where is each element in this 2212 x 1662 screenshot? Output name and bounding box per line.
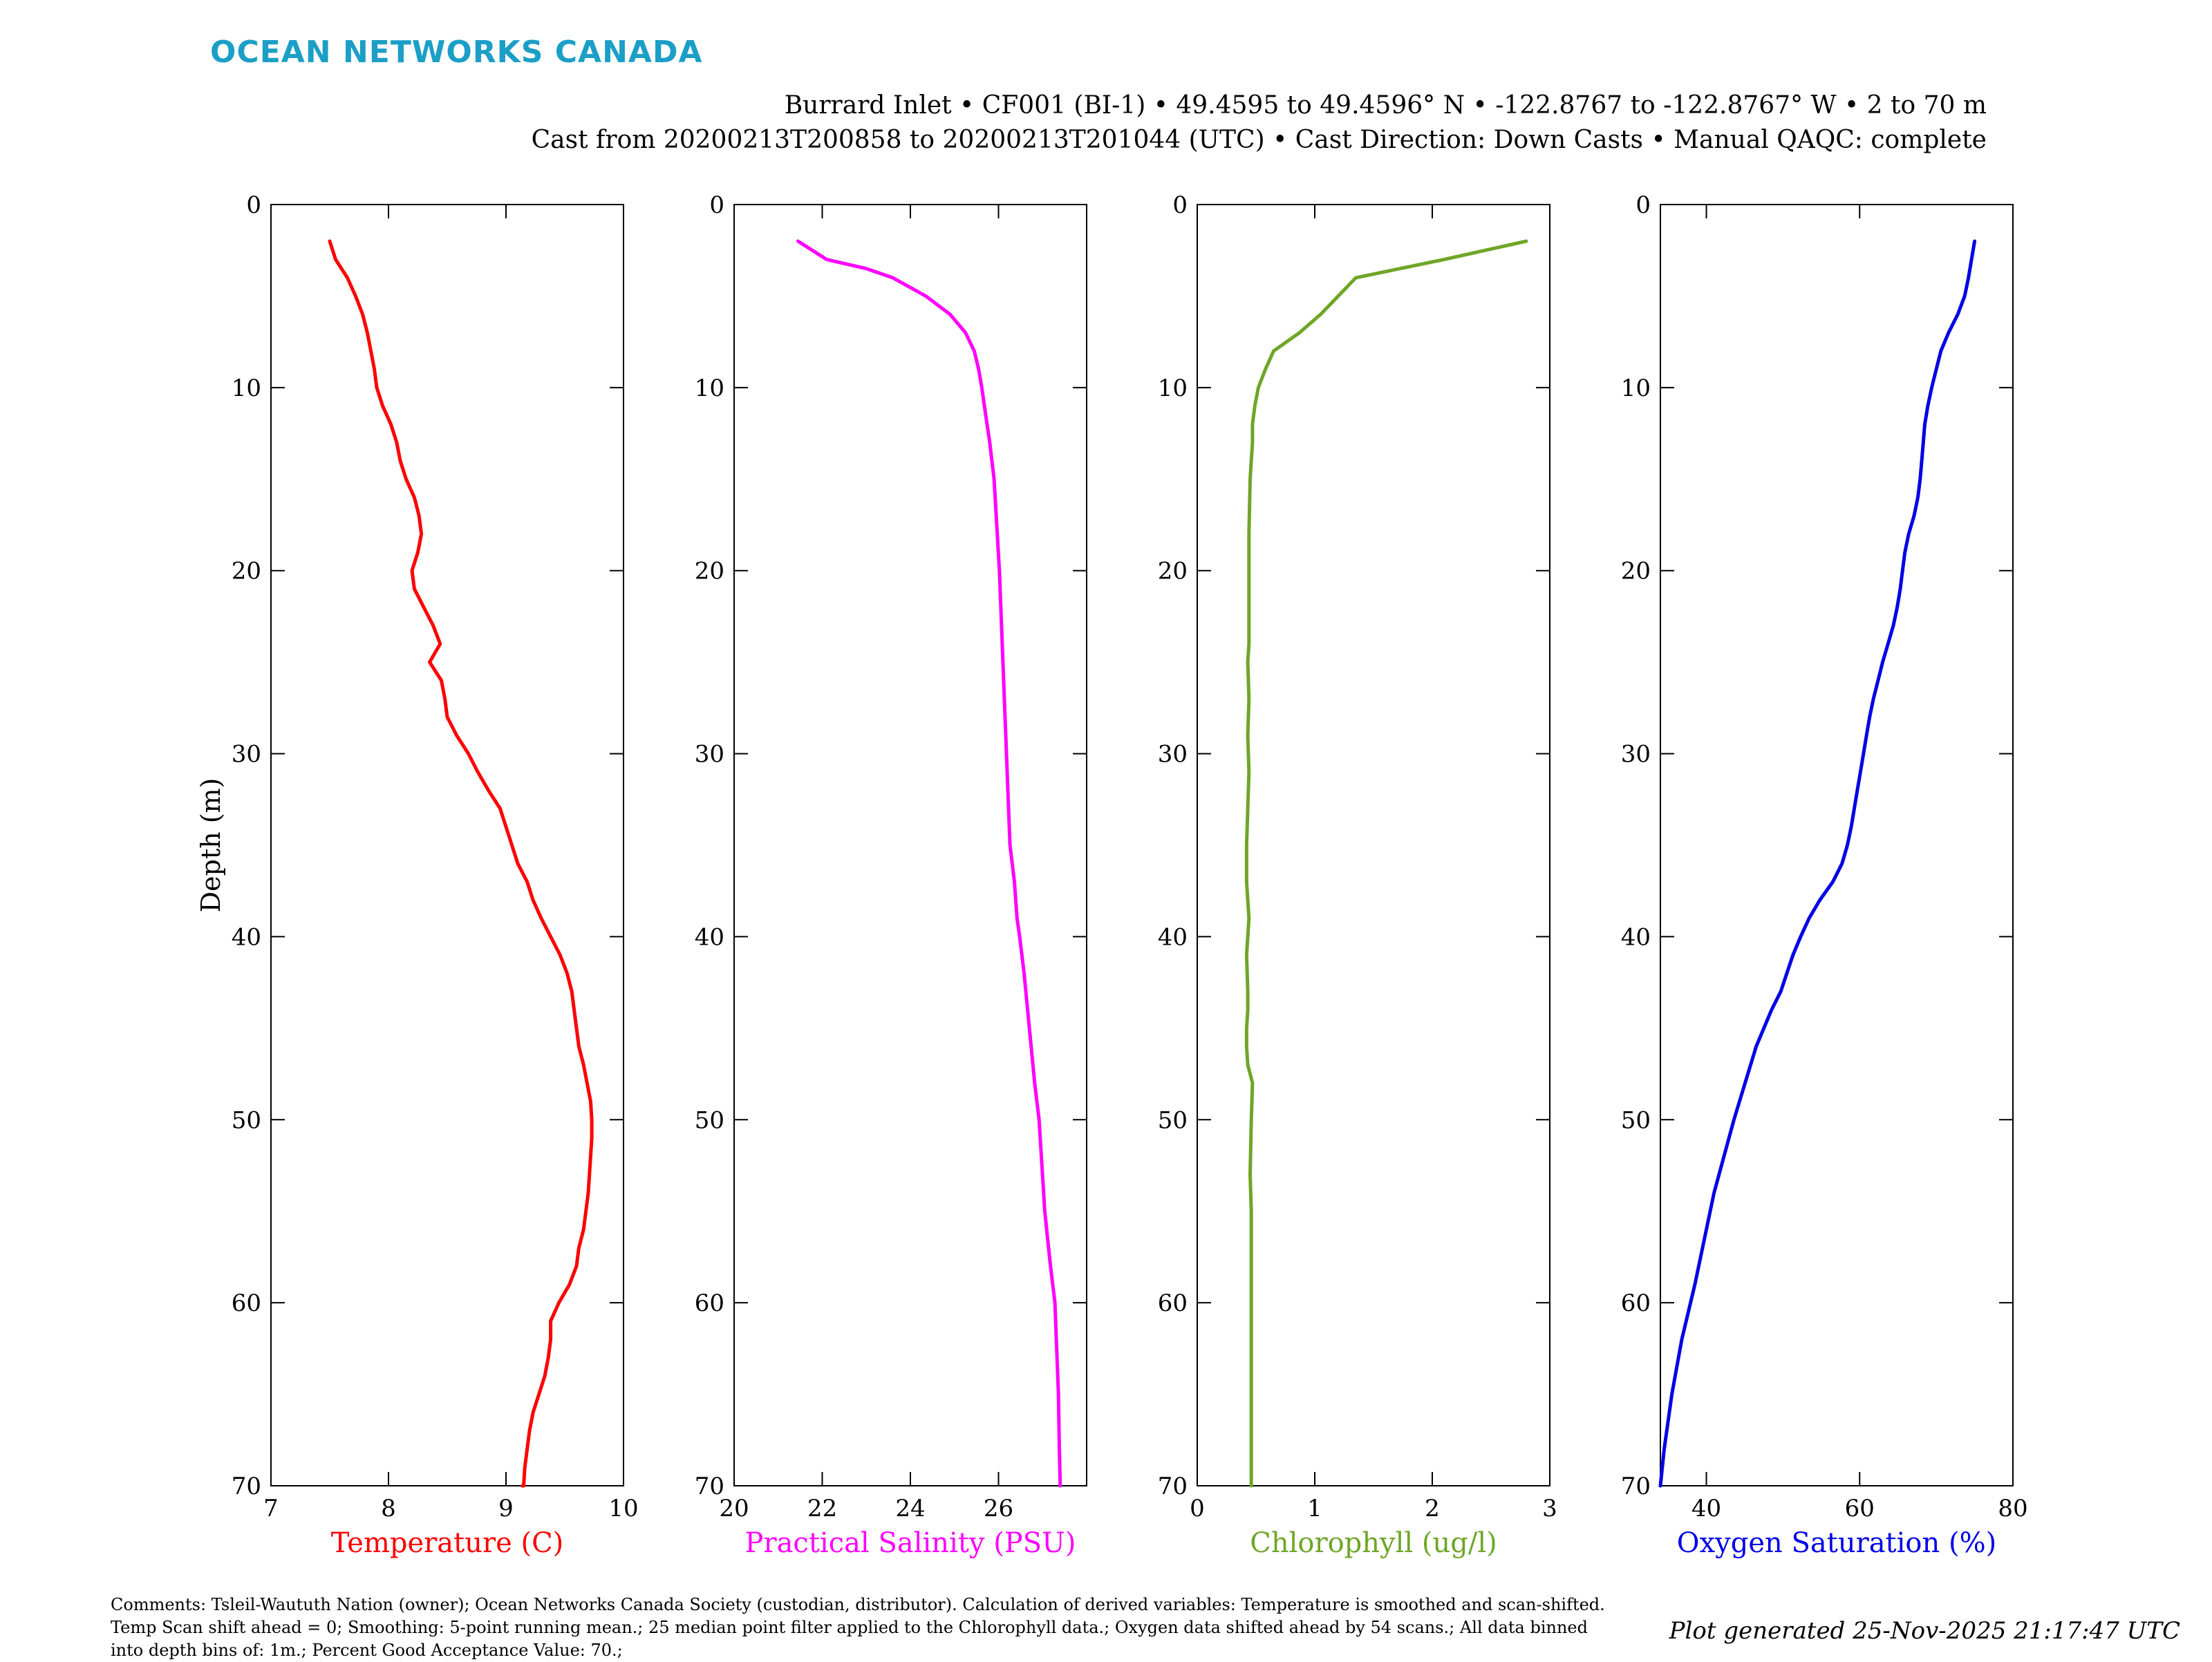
- x-tick-label: 24: [895, 1495, 925, 1522]
- y-tick-label: 50: [695, 1106, 724, 1134]
- y-tick-label: 40: [1621, 923, 1651, 951]
- y-tick-label: 50: [1621, 1106, 1651, 1134]
- y-tick-label: 70: [1158, 1473, 1188, 1500]
- y-tick-label: 10: [1621, 375, 1651, 402]
- x-tick-label: 9: [498, 1495, 514, 1522]
- y-tick-label: 0: [246, 191, 261, 219]
- y-tick-label: 30: [695, 741, 724, 768]
- y-tick-label: 0: [709, 191, 724, 219]
- footer-comments: Comments: Tsleil-Waututh Nation (owner);…: [111, 1595, 1605, 1660]
- x-axis-label: Practical Salinity (PSU): [745, 1527, 1076, 1559]
- y-tick-label: 30: [1621, 741, 1651, 768]
- x-tick-label: 80: [1998, 1495, 2027, 1522]
- x-tick-label: 20: [719, 1495, 749, 1522]
- y-tick-label: 20: [1621, 558, 1651, 585]
- y-tick-label: 60: [232, 1290, 261, 1317]
- plot-generated-timestamp: Plot generated 25-Nov-2025 21:17:47 UTC: [1669, 1617, 2180, 1645]
- y-tick-label: 70: [1621, 1473, 1651, 1500]
- y-tick-label: 20: [695, 558, 724, 585]
- y-axis-label: Depth (m): [196, 778, 226, 913]
- series-line: [1658, 239, 1977, 1488]
- x-tick-label: 60: [1845, 1495, 1875, 1522]
- x-tick-label: 8: [381, 1495, 396, 1522]
- y-tick-label: 0: [1635, 191, 1651, 219]
- header-cast-line: Cast from 20200213T200858 to 20200213T20…: [531, 126, 1987, 154]
- x-tick-label: 10: [608, 1495, 638, 1522]
- plot-frame: [270, 204, 624, 1486]
- header-location-line: Burrard Inlet • CF001 (BI-1) • 49.4595 t…: [784, 91, 1987, 120]
- x-tick-label: 2: [1425, 1495, 1440, 1522]
- x-axis-label: Oxygen Saturation (%): [1677, 1527, 1996, 1559]
- y-tick-label: 10: [1158, 375, 1188, 402]
- x-axis-label: Temperature (C): [331, 1527, 564, 1559]
- x-tick-label: 1: [1307, 1495, 1322, 1522]
- y-tick-label: 50: [1158, 1106, 1188, 1134]
- x-axis-label: Chlorophyll (ug/l): [1250, 1527, 1497, 1559]
- series-line: [328, 239, 594, 1488]
- series-line: [1244, 239, 1528, 1488]
- x-tick-label: 26: [984, 1495, 1013, 1522]
- y-tick-label: 60: [695, 1290, 724, 1317]
- y-tick-label: 70: [232, 1473, 261, 1500]
- y-tick-label: 20: [1158, 558, 1188, 585]
- y-tick-label: 10: [695, 375, 724, 402]
- y-tick-label: 0: [1172, 191, 1188, 219]
- y-tick-label: 30: [232, 741, 261, 768]
- x-tick-label: 7: [263, 1495, 279, 1522]
- x-tick-label: 40: [1691, 1495, 1721, 1522]
- y-tick-label: 40: [1158, 923, 1188, 951]
- y-tick-label: 70: [695, 1473, 724, 1500]
- plot-frame: [1660, 204, 2014, 1486]
- y-tick-label: 60: [1158, 1290, 1188, 1317]
- y-tick-label: 40: [695, 923, 724, 951]
- series-line: [796, 239, 1062, 1488]
- brand-logo: OCEAN NETWORKS CANADA: [210, 35, 703, 70]
- y-tick-label: 60: [1621, 1290, 1651, 1317]
- y-tick-label: 20: [232, 558, 261, 585]
- plot-frame: [733, 204, 1087, 1486]
- y-tick-label: 40: [232, 923, 261, 951]
- y-tick-label: 30: [1158, 741, 1188, 768]
- chart-panel-1: 0 10 20 30 40 50 60 707 8 9 10 Temperature (C) Depth…: [196, 191, 639, 1559]
- x-tick-label: 3: [1542, 1495, 1557, 1522]
- x-tick-label: 22: [807, 1495, 837, 1522]
- y-tick-label: 10: [232, 375, 261, 402]
- plot-frame: [1197, 204, 1550, 1486]
- x-tick-label: 0: [1190, 1495, 1205, 1522]
- y-tick-label: 50: [232, 1106, 261, 1134]
